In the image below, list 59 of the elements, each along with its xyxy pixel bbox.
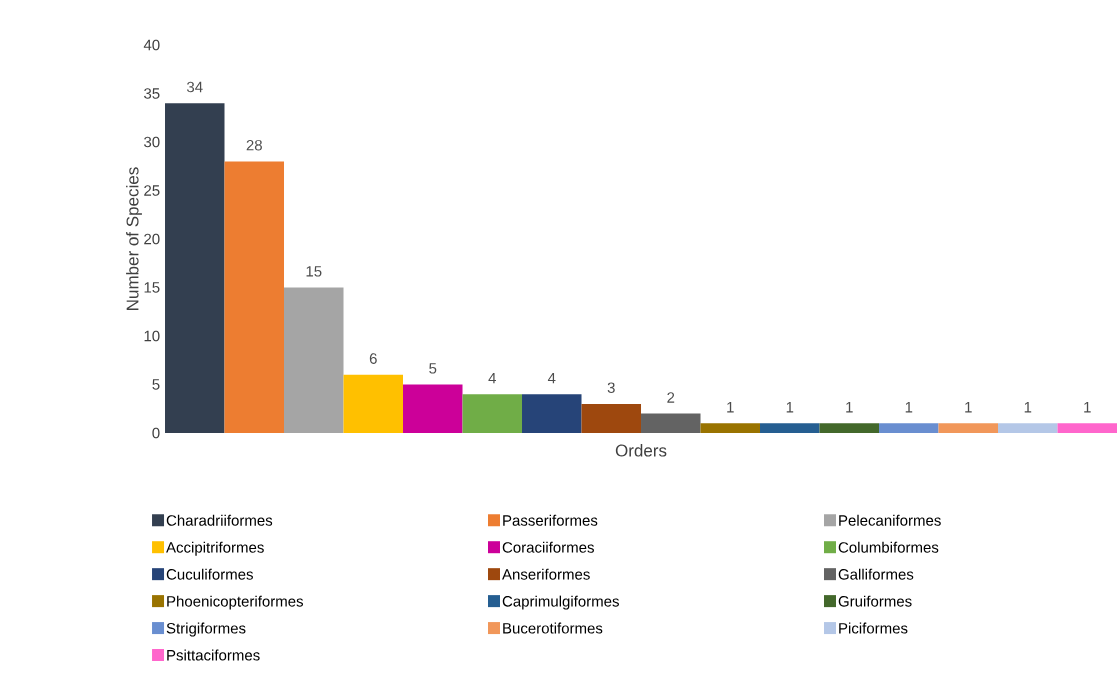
bar — [581, 403, 642, 433]
bar — [522, 394, 582, 433]
bar — [760, 423, 820, 433]
legend-label: Columbiformes — [838, 541, 939, 553]
data-label: 6 — [369, 353, 377, 364]
bar — [700, 423, 761, 433]
data-label: 4 — [547, 373, 556, 384]
bar — [938, 423, 999, 433]
bar — [1057, 423, 1117, 433]
data-label: 1 — [1084, 402, 1091, 413]
data-label: 1 — [846, 402, 853, 413]
bar — [224, 161, 285, 433]
y-tick-label: 10 — [144, 330, 160, 342]
data-label: 1 — [786, 402, 794, 413]
bar — [819, 423, 880, 433]
data-label: 34 — [186, 81, 203, 93]
y-tick-label: 40 — [143, 39, 160, 51]
legend-label: Pelecaniformes — [839, 514, 941, 526]
data-label: 1 — [965, 402, 972, 413]
data-label: 3 — [607, 382, 615, 394]
data-label: 1 — [727, 402, 734, 413]
legend-label: Piciformes — [839, 622, 908, 634]
legend-label: Gruiformes — [838, 595, 912, 607]
data-label: 1 — [1024, 402, 1032, 413]
legend-label: Coraciiformes — [502, 541, 594, 553]
x-axis-title: Orders — [615, 444, 667, 457]
data-label: 2 — [667, 392, 675, 403]
bar — [641, 413, 701, 433]
bar — [462, 394, 523, 433]
data-label: 5 — [429, 363, 437, 374]
legend-label: Psittaciformes — [167, 649, 260, 661]
bar — [879, 423, 939, 433]
bar — [998, 423, 1058, 433]
bar — [284, 287, 344, 433]
legend-label: Phoenicopteriformes — [167, 595, 304, 610]
legend-label: Charadriiformes — [166, 514, 273, 526]
bar — [403, 384, 463, 433]
legend-label: Caprimulgiformes — [502, 595, 619, 610]
y-tick-label: 35 — [144, 88, 160, 99]
bar — [343, 374, 404, 433]
data-label: 4 — [488, 373, 496, 384]
legend-label: Cuculiformes — [166, 568, 253, 580]
data-label: 1 — [905, 402, 913, 413]
legend-label: Anseriformes — [502, 568, 590, 580]
data-label: 28 — [246, 139, 262, 151]
legend-label: Strigiformes — [166, 622, 246, 637]
y-axis-title: Number of Species — [126, 167, 142, 310]
legend-label: Bucerotiformes — [503, 622, 603, 634]
y-tick-label: 30 — [144, 136, 160, 148]
y-tick-label: 15 — [144, 282, 160, 293]
legend-label: Passeriformes — [503, 514, 598, 526]
y-tick-label: 0 — [152, 427, 160, 439]
y-tick-label: 5 — [152, 379, 160, 390]
bar — [165, 103, 225, 433]
data-label: 15 — [306, 266, 322, 277]
legend-label: Accipitriformes — [166, 541, 264, 556]
y-tick-label: 25 — [144, 185, 160, 196]
y-tick-label: 20 — [144, 233, 160, 245]
legend-label: Galliformes — [838, 568, 914, 580]
